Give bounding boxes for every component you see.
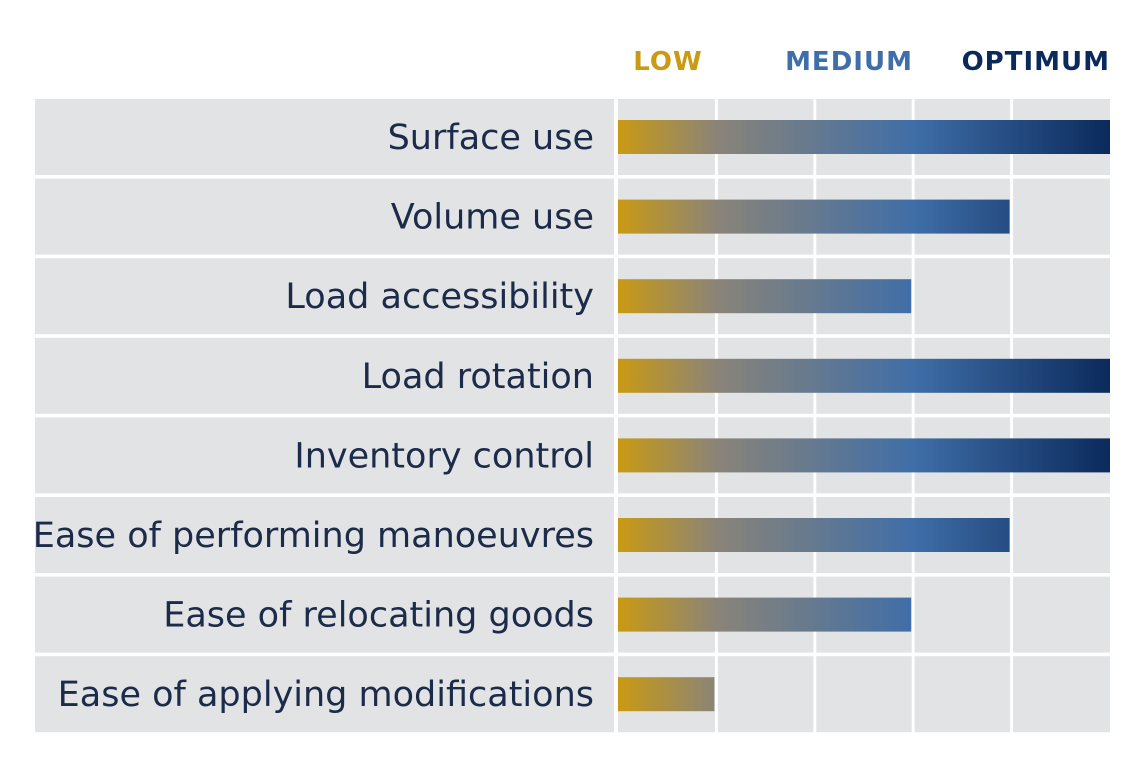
row-label: Load rotation	[362, 357, 594, 397]
scale-label-optimum: OPTIMUM	[962, 47, 1110, 77]
grid-cell	[1013, 576, 1110, 653]
row-label-cell	[35, 497, 614, 573]
bar	[618, 677, 715, 712]
grid-cell	[914, 656, 1011, 733]
bar	[618, 438, 1110, 473]
grid-cell	[914, 258, 1011, 335]
row-label: Surface use	[388, 118, 594, 158]
grid-cell	[1013, 258, 1110, 335]
row-label: Load accessibility	[285, 277, 594, 317]
grid-cell	[717, 656, 814, 733]
chart-rows: Surface use Volume use Load accessibility L…	[33, 99, 1110, 733]
row-label-cell	[35, 576, 614, 653]
grid-cell	[816, 656, 912, 733]
grid-cell	[1013, 656, 1110, 733]
row-label-cell	[35, 178, 614, 255]
row-label: Inventory control	[294, 436, 594, 476]
bar	[618, 279, 912, 314]
row-label: Ease of relocating goods	[163, 596, 594, 636]
grid-cell	[1013, 497, 1110, 573]
scale-label-medium: MEDIUM	[785, 47, 913, 77]
bar	[618, 518, 1010, 552]
row-label: Ease of performing manoeuvres	[33, 516, 594, 556]
row-label-cell	[35, 656, 614, 733]
row-label-cell	[35, 337, 614, 414]
row-label-cell	[35, 99, 614, 175]
row-label: Volume use	[391, 198, 594, 238]
bar	[618, 358, 1110, 393]
grid-cell	[1013, 178, 1110, 255]
grid-cell	[914, 576, 1011, 653]
row-label: Ease of applying modifications	[58, 675, 594, 715]
bar	[618, 120, 1110, 154]
row-label-cell	[35, 258, 614, 335]
bar	[618, 199, 1010, 234]
scale-label-low: LOW	[633, 47, 702, 77]
bar	[618, 597, 912, 632]
row-label-cell	[35, 417, 614, 494]
